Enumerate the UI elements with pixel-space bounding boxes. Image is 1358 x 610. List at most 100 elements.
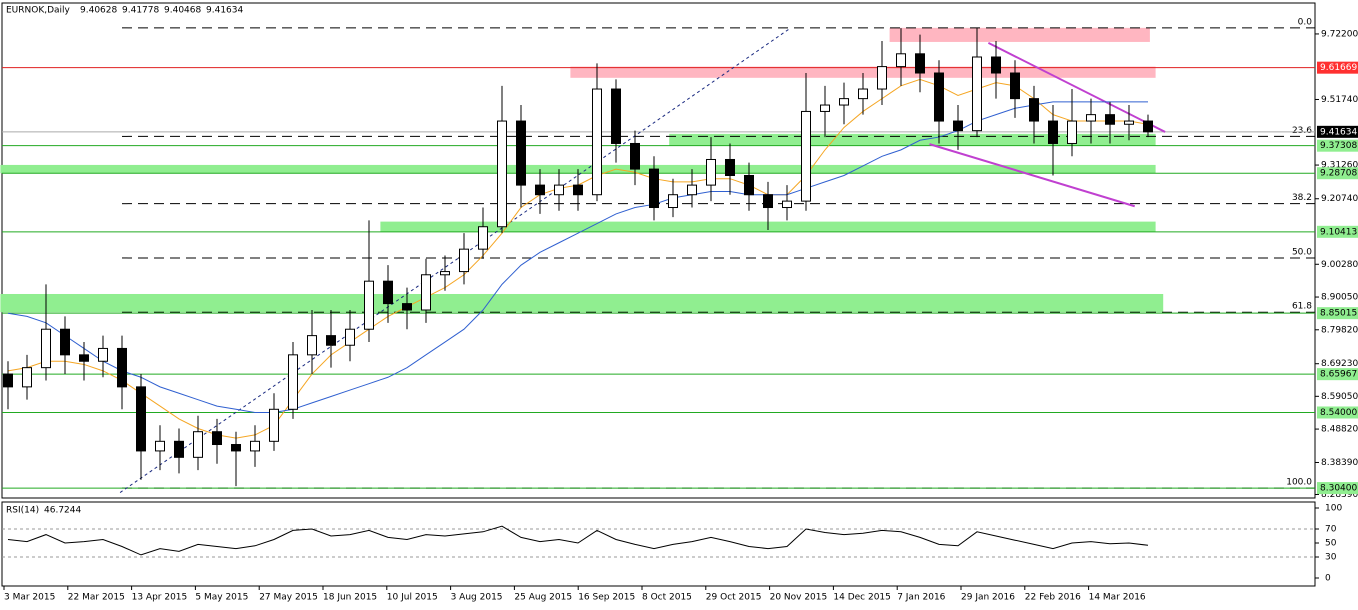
y-tick-label: 9.00280	[1321, 260, 1358, 270]
candle-body	[364, 280, 374, 330]
candle-body	[934, 72, 944, 122]
candle-body	[1143, 120, 1153, 133]
x-tick-label: 22 Mar 2015	[68, 593, 125, 603]
candle-body	[991, 56, 1001, 74]
candle-body	[573, 184, 583, 196]
candle-body	[326, 335, 336, 346]
x-tick-label: 5 May 2015	[195, 593, 248, 603]
candle-body	[307, 335, 317, 356]
y-tick-label: 8.28390	[1321, 490, 1358, 500]
level-tag	[1317, 307, 1358, 320]
candle-body	[41, 328, 51, 369]
x-tick-label: 18 Jun 2015	[323, 593, 377, 603]
x-tick-label: 8 Oct 2015	[642, 593, 692, 603]
candle-body	[782, 200, 792, 209]
level-tag	[1317, 167, 1358, 180]
candle-body	[117, 347, 127, 388]
y-tick-label: 50	[1325, 539, 1337, 549]
candle-body	[459, 248, 469, 273]
rsi-frame	[1, 501, 1316, 587]
ohlc-value: 9.41634	[206, 6, 243, 16]
candle-body	[345, 328, 355, 346]
rsi-line	[7, 525, 1149, 556]
candle-body	[915, 53, 925, 74]
level-tag	[1317, 139, 1358, 152]
ohlc-value: 9.40468	[164, 6, 201, 16]
candle-body	[79, 354, 89, 362]
level-label: 9.10413	[1320, 227, 1357, 237]
x-tick-label: 7 Jan 2016	[897, 593, 945, 603]
candle-body	[535, 184, 545, 196]
level-label: 8.30400	[1320, 484, 1357, 494]
zone	[570, 66, 1156, 78]
candle-body	[1029, 98, 1039, 122]
candle-body	[1010, 72, 1020, 100]
candle-body	[877, 66, 887, 90]
y-tick-label: 100	[1325, 504, 1342, 514]
ohlc-value: 9.40628	[80, 6, 117, 16]
candle-body	[478, 226, 488, 250]
rsi-title: RSI(14)	[6, 506, 39, 516]
candle-body	[801, 110, 811, 202]
y-tick-label: 8.48820	[1321, 425, 1358, 435]
candle-body	[288, 354, 298, 410]
y-tick-label: 8.69230	[1321, 359, 1358, 369]
candle-body	[212, 431, 222, 446]
candle-body	[725, 158, 735, 176]
level-label: 8.65967	[1320, 370, 1357, 380]
fib-label: 50.0	[1292, 247, 1312, 257]
candle-body	[22, 367, 32, 388]
fib-label: 0.0	[1298, 17, 1313, 27]
candle-body	[98, 347, 108, 362]
candle-body	[953, 120, 963, 132]
candle-body	[649, 168, 659, 209]
fib-label: 23.6	[1292, 126, 1312, 136]
level-label: 9.37308	[1320, 141, 1357, 151]
candle-body	[231, 444, 241, 452]
x-tick-label: 10 Jul 2015	[387, 593, 438, 603]
zone	[0, 164, 1156, 174]
trendline	[929, 143, 1135, 208]
zone	[889, 27, 1150, 42]
candle-body	[1124, 120, 1134, 125]
price-frame	[1, 2, 1316, 499]
candle-body	[592, 88, 602, 196]
ohlc-value: 9.41778	[122, 6, 159, 16]
x-tick-label: 29 Jan 2016	[961, 593, 1015, 603]
candle-body	[687, 184, 697, 196]
x-tick-label: 22 Feb 2016	[1025, 593, 1081, 603]
level-tag	[1317, 406, 1358, 419]
candle-body	[763, 194, 773, 209]
y-tick-label: 70	[1325, 525, 1337, 535]
y-tick-label: 8.90050	[1321, 293, 1358, 303]
candle-body	[440, 271, 450, 276]
candle-body	[972, 56, 982, 132]
zone	[669, 133, 1156, 146]
candle-body	[839, 98, 849, 106]
candle-body	[858, 88, 868, 100]
level-tag	[1317, 368, 1358, 381]
candle-body	[174, 440, 184, 458]
candle-body	[1067, 120, 1077, 144]
x-tick-label: 25 Aug 2015	[514, 593, 572, 603]
candle-body	[630, 142, 640, 170]
candle-body	[516, 120, 526, 186]
x-tick-label: 3 Mar 2015	[4, 593, 55, 603]
candle-body	[136, 386, 146, 452]
candle-body	[668, 194, 678, 209]
candle-body	[1086, 114, 1096, 122]
candle-body	[1105, 114, 1115, 125]
y-tick-label: 8.38390	[1321, 458, 1358, 468]
candle-body	[269, 408, 279, 442]
candle-body	[497, 120, 507, 228]
candle-body	[820, 104, 830, 112]
candle-body	[193, 431, 203, 458]
x-tick-label: 29 Oct 2015	[706, 593, 762, 603]
level-label: 9.61669	[1320, 63, 1357, 73]
y-tick-label: 9.20740	[1321, 194, 1358, 204]
candle-body	[896, 53, 906, 68]
candle-body	[744, 174, 754, 196]
candle-body	[554, 184, 564, 196]
candle-body	[3, 373, 13, 388]
